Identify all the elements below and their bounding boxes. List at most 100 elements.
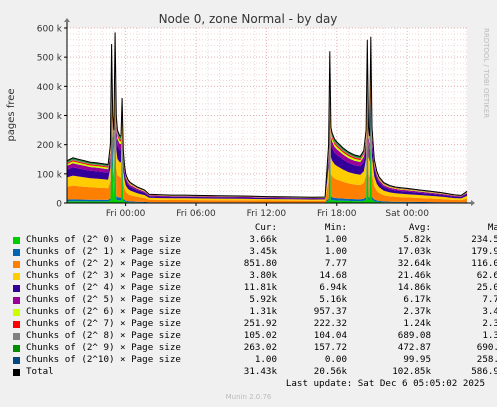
legend-min: 14.68 [319, 270, 347, 281]
legend-cur: 1.31k [249, 306, 277, 317]
legend-row: Chunks of (2^ 5) × Page size 5.92k 5.16k 6.… [13, 294, 497, 306]
legend-max: 3.44k [482, 306, 497, 317]
legend-cur: 251.92 [243, 318, 277, 329]
legend-avg: 21.46k [397, 270, 431, 281]
total-line [66, 32, 468, 198]
legend-series-name: Chunks of (2^ 7) × Page size [26, 318, 181, 329]
legend-series-name: Chunks of (2^10) × Page size [26, 354, 181, 365]
legend-max: 116.00k [471, 258, 497, 269]
legend-max: 690.00 [476, 342, 497, 353]
legend-max: 2.31k [482, 318, 497, 329]
legend-row: Chunks of (2^ 4) × Page size 11.81k 6.94k 1… [13, 282, 497, 294]
munin-version: Munin 2.0.76 [225, 393, 272, 401]
legend-avg: 689.08 [397, 330, 431, 341]
y-tick-label: 0 [56, 200, 62, 210]
legend-row: Chunks of (2^ 8) × Page size 105.02 104.04… [13, 330, 497, 342]
legend-max: 179.92k [471, 246, 497, 257]
legend-min: 1.00 [324, 246, 347, 257]
legend-swatch [13, 356, 20, 364]
legend-swatch [13, 344, 20, 352]
axes [64, 18, 475, 206]
legend-avg: 99.95 [403, 354, 431, 365]
legend-header-min: Min: [324, 222, 347, 233]
legend-min: 6.94k [319, 282, 347, 293]
rrdtool-watermark: RRDTOOL / TOBI OETIKER [482, 28, 490, 118]
legend-header-max: Max: [487, 222, 497, 233]
legend-header-avg: Avg: [408, 222, 431, 233]
legend-swatch [13, 248, 20, 256]
x-tick-label: Fri 00:00 [106, 209, 146, 219]
legend-avg: 6.17k [403, 294, 431, 305]
legend-max: 1.33k [482, 330, 497, 341]
legend-swatch [13, 236, 20, 244]
legend-max: 586.93k [471, 366, 497, 377]
legend-swatch [13, 260, 20, 268]
legend-min: 104.04 [313, 330, 347, 341]
chart-title: Node 0, zone Normal - by day [159, 12, 338, 26]
legend-swatch [13, 272, 20, 280]
legend-series-name: Chunks of (2^ 6) × Page size [26, 306, 181, 317]
legend-swatch [13, 368, 20, 376]
legend: Cur: Min: Avg: Max: Chunks of (2^ 0) × P… [13, 222, 497, 378]
legend-cur: 5.92k [249, 294, 277, 305]
last-update: Last update: Sat Dec 6 05:05:02 2025 [285, 378, 485, 389]
legend-series-name: Chunks of (2^ 9) × Page size [26, 342, 181, 353]
legend-avg: 1.24k [403, 318, 431, 329]
y-tick-label: 600 k [37, 25, 63, 35]
legend-row: Chunks of (2^ 0) × Page size 3.66k 1.00 5.8… [13, 234, 497, 246]
legend-cur: 31.43k [243, 366, 277, 377]
legend-cur: 11.81k [243, 282, 277, 293]
legend-swatch [13, 332, 20, 340]
legend-rows: Chunks of (2^ 0) × Page size 3.66k 1.00 5.8… [13, 234, 497, 378]
x-tick-labels: Fri 00:00 Fri 06:00 Fri 12:00 Fri 18:00 Sat … [106, 203, 429, 219]
legend-cur: 3.80k [249, 270, 277, 281]
legend-cur: 105.02 [243, 330, 277, 341]
legend-series-name: Chunks of (2^ 8) × Page size [26, 330, 181, 341]
y-tick-label: 500 k [37, 54, 63, 64]
x-tick-label: Fri 06:00 [176, 209, 216, 219]
x-tick-label: Fri 18:00 [317, 209, 357, 219]
legend-header-cur: Cur: [254, 222, 277, 233]
legend-series-name: Chunks of (2^ 1) × Page size [26, 246, 181, 257]
y-tick-labels: 0 100 k 200 k 300 k 400 k 500 k 600 k [37, 25, 67, 210]
legend-cur: 1.00 [254, 354, 277, 365]
y-axis-arrow [64, 18, 70, 22]
legend-avg: 102.85k [392, 366, 431, 377]
legend-row: Chunks of (2^ 9) × Page size 263.02 157.72… [13, 342, 497, 354]
legend-min: 222.32 [313, 318, 347, 329]
legend-series-name: Chunks of (2^ 3) × Page size [26, 270, 181, 281]
legend-series-name: Total [26, 366, 54, 377]
x-tick-label: Sat 00:00 [385, 209, 429, 219]
legend-series-name: Chunks of (2^ 0) × Page size [26, 234, 181, 245]
legend-row: Chunks of (2^ 1) × Page size 3.45k 1.00 17.… [13, 246, 497, 258]
legend-min: 20.56k [313, 366, 347, 377]
y-axis-label: pages free [6, 88, 17, 141]
legend-header: Cur: Min: Avg: Max: [13, 222, 497, 234]
legend-min: 1.00 [324, 234, 347, 245]
legend-max: 7.76k [482, 294, 497, 305]
legend-row: Total 31.43k 20.56k 102.85k 586.93k [13, 366, 497, 378]
legend-max: 234.59k [471, 234, 497, 245]
legend-avg: 2.37k [403, 306, 431, 317]
legend-row: Chunks of (2^ 3) × Page size 3.80k 14.68 21… [13, 270, 497, 282]
legend-swatch [13, 320, 20, 328]
y-tick-label: 300 k [37, 112, 63, 122]
legend-max: 258.58 [476, 354, 497, 365]
legend-row: Chunks of (2^ 7) × Page size 251.92 222.32… [13, 318, 497, 330]
legend-swatch [13, 284, 20, 292]
legend-series-name: Chunks of (2^ 4) × Page size [26, 282, 181, 293]
area-series-0 [67, 138, 467, 203]
x-tick-label: Fri 12:00 [247, 209, 287, 219]
legend-row: Chunks of (2^ 6) × Page size 1.31k 957.37 2… [13, 306, 497, 318]
legend-avg: 17.03k [397, 246, 431, 257]
legend-avg: 14.86k [397, 282, 431, 293]
legend-max: 62.62k [476, 270, 497, 281]
y-tick-label: 200 k [37, 141, 63, 151]
legend-avg: 472.87 [397, 342, 431, 353]
legend-min: 957.37 [313, 306, 347, 317]
legend-cur: 3.45k [249, 246, 277, 257]
legend-min: 7.77 [324, 258, 347, 269]
y-tick-label: 100 k [37, 170, 63, 180]
legend-series-name: Chunks of (2^ 2) × Page size [26, 258, 181, 269]
legend-cur: 851.80 [243, 258, 277, 269]
